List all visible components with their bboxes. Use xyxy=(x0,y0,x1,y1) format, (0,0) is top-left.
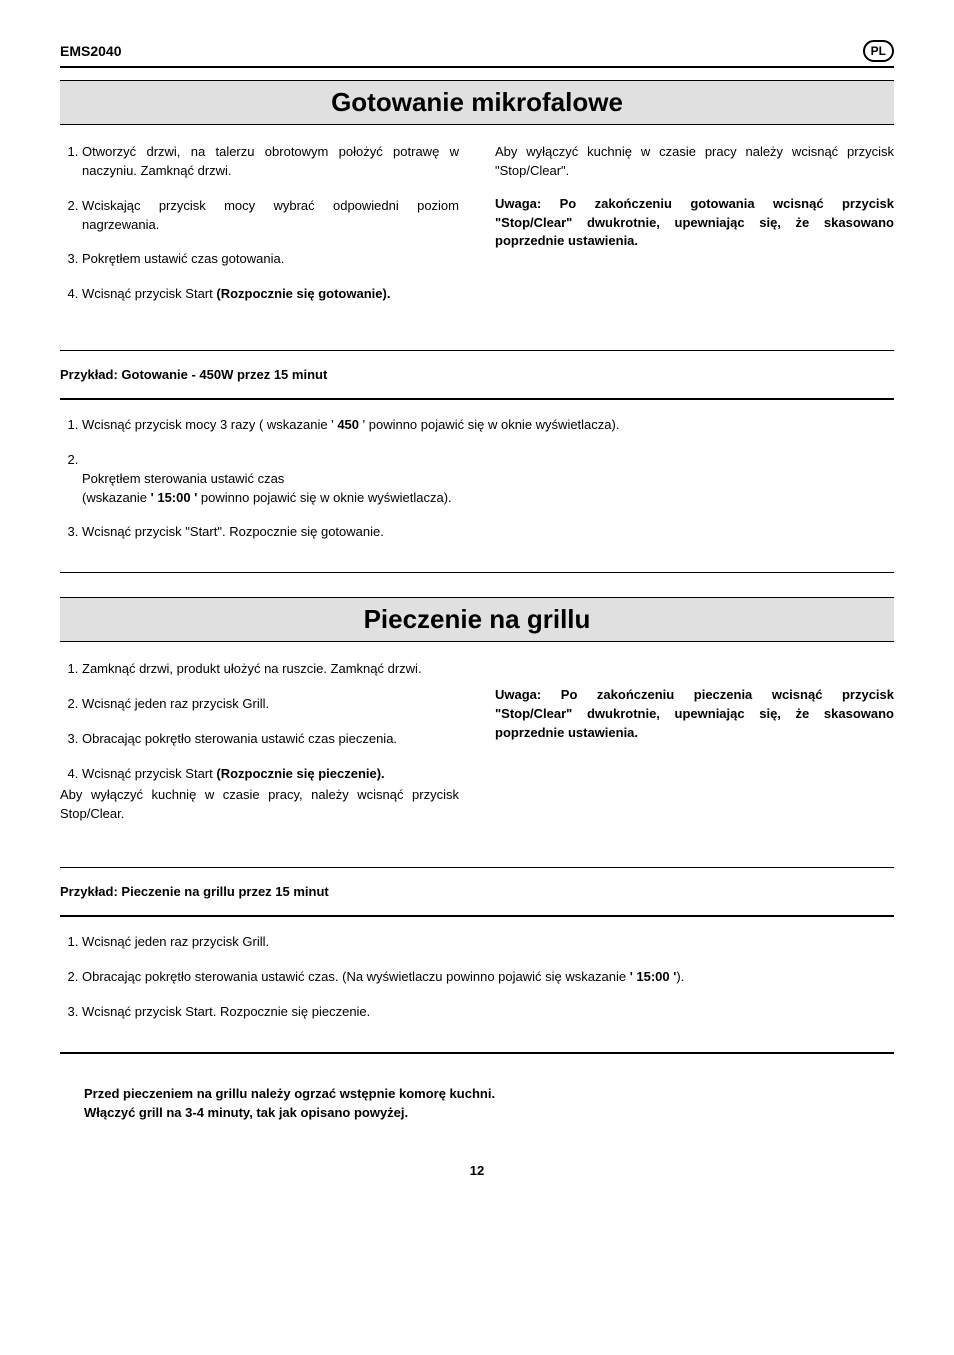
list-item: Wcisnąć przycisk "Start". Rozpocznie się… xyxy=(82,523,894,542)
step-bold: (Rozpocznie się gotowanie). xyxy=(216,286,390,301)
list-item: Wcisnąć jeden raz przycisk Grill. xyxy=(82,695,459,714)
list-item: Wcisnąć przycisk Start (Rozpocznie się p… xyxy=(82,765,459,784)
list-item: Wcisnąć przycisk Start (Rozpocznie się g… xyxy=(82,285,459,304)
list-item: Wcisnąć przycisk mocy 3 razy ( wskazanie… xyxy=(82,416,894,435)
ex-bold: ' 15:00 ' xyxy=(630,969,677,984)
note-para: Uwaga: Po zakończeniu pieczenia wcisnąć … xyxy=(495,686,894,743)
list-item: Wcisnąć jeden raz przycisk Grill. xyxy=(82,933,894,952)
divider xyxy=(60,572,894,573)
microwave-left-col: Otworzyć drzwi, na talerzu obrotowym poł… xyxy=(60,143,459,320)
divider xyxy=(60,867,894,868)
list-item: Otworzyć drzwi, na talerzu obrotowym poł… xyxy=(82,143,459,181)
list-item: Obracając pokrętło sterowania ustawić cz… xyxy=(82,730,459,749)
section-title-grill: Pieczenie na grillu xyxy=(60,597,894,642)
preheat-note: Przed pieczeniem na grillu należy ogrzać… xyxy=(84,1084,894,1123)
grill-example-list: Wcisnąć jeden raz przycisk Grill. Obraca… xyxy=(60,933,894,1022)
preheat-line1: Przed pieczeniem na grillu należy ogrzać… xyxy=(84,1084,894,1104)
grill-columns: Zamknąć drzwi, produkt ułożyć na ruszcie… xyxy=(60,660,894,837)
example-title-grill: Przykład: Pieczenie na grillu przez 15 m… xyxy=(60,874,894,909)
ex-bold: 450 xyxy=(337,417,359,432)
ex-text: ). xyxy=(676,969,684,984)
preheat-line2: Włączyć grill na 3-4 minuty, tak jak opi… xyxy=(84,1103,894,1123)
step-text: Wcisnąć przycisk Start xyxy=(82,766,216,781)
grill-right-col: Uwaga: Po zakończeniu pieczenia wcisnąć … xyxy=(495,660,894,837)
divider xyxy=(60,350,894,351)
model-label: EMS2040 xyxy=(60,43,121,59)
microwave-example-list: Wcisnąć przycisk mocy 3 razy ( wskazanie… xyxy=(60,416,894,542)
grill-example-block: Wcisnąć jeden raz przycisk Grill. Obraca… xyxy=(60,933,894,1022)
microwave-right-col: Aby wyłączyć kuchnię w czasie pracy nale… xyxy=(495,143,894,320)
list-item: Wcisnąć przycisk Start. Rozpocznie się p… xyxy=(82,1003,894,1022)
step-bold: (Rozpocznie się pieczenie). xyxy=(216,766,384,781)
list-item: Wciskając przycisk mocy wybrać odpowiedn… xyxy=(82,197,459,235)
divider xyxy=(60,398,894,400)
example-title-microwave: Przykład: Gotowanie - 450W przez 15 minu… xyxy=(60,357,894,392)
microwave-steps-list: Otworzyć drzwi, na talerzu obrotowym poł… xyxy=(60,143,459,304)
list-item: Obracając pokrętło sterowania ustawić cz… xyxy=(82,968,894,987)
grill-left-col: Zamknąć drzwi, produkt ułożyć na ruszcie… xyxy=(60,660,459,837)
list-item: Pokrętłem sterowania ustawić czas (wskaz… xyxy=(82,451,894,508)
section-title-microwave: Gotowanie mikrofalowe xyxy=(60,80,894,125)
page-number: 12 xyxy=(60,1163,894,1178)
microwave-columns: Otworzyć drzwi, na talerzu obrotowym poł… xyxy=(60,143,894,320)
ex-text: ' powinno pojawić się w oknie wyświetlac… xyxy=(359,417,619,432)
list-item: Pokrętłem ustawić czas gotowania. xyxy=(82,250,459,269)
note-para: Uwaga: Po zakończeniu gotowania wcisnąć … xyxy=(495,195,894,252)
stop-clear-para: Aby wyłączyć kuchnię w czasie pracy nale… xyxy=(495,143,894,181)
divider xyxy=(60,1052,894,1054)
list-item: Zamknąć drzwi, produkt ułożyć na ruszcie… xyxy=(82,660,459,679)
page-header: EMS2040 PL xyxy=(60,40,894,68)
ex-text: Wcisnąć przycisk mocy 3 razy ( wskazanie… xyxy=(82,417,337,432)
step-text: Wcisnąć przycisk Start xyxy=(82,286,216,301)
ex-bold: ' 15:00 ' xyxy=(151,490,198,505)
grill-after-para: Aby wyłączyć kuchnię w czasie pracy, nal… xyxy=(60,786,459,824)
divider xyxy=(60,915,894,917)
grill-steps-list: Zamknąć drzwi, produkt ułożyć na ruszcie… xyxy=(60,660,459,783)
microwave-example-block: Wcisnąć przycisk mocy 3 razy ( wskazanie… xyxy=(60,416,894,542)
ex-text: Obracając pokrętło sterowania ustawić cz… xyxy=(82,969,630,984)
ex-text: powinno pojawić się w oknie wyświetlacza… xyxy=(197,490,451,505)
language-badge: PL xyxy=(863,40,894,62)
